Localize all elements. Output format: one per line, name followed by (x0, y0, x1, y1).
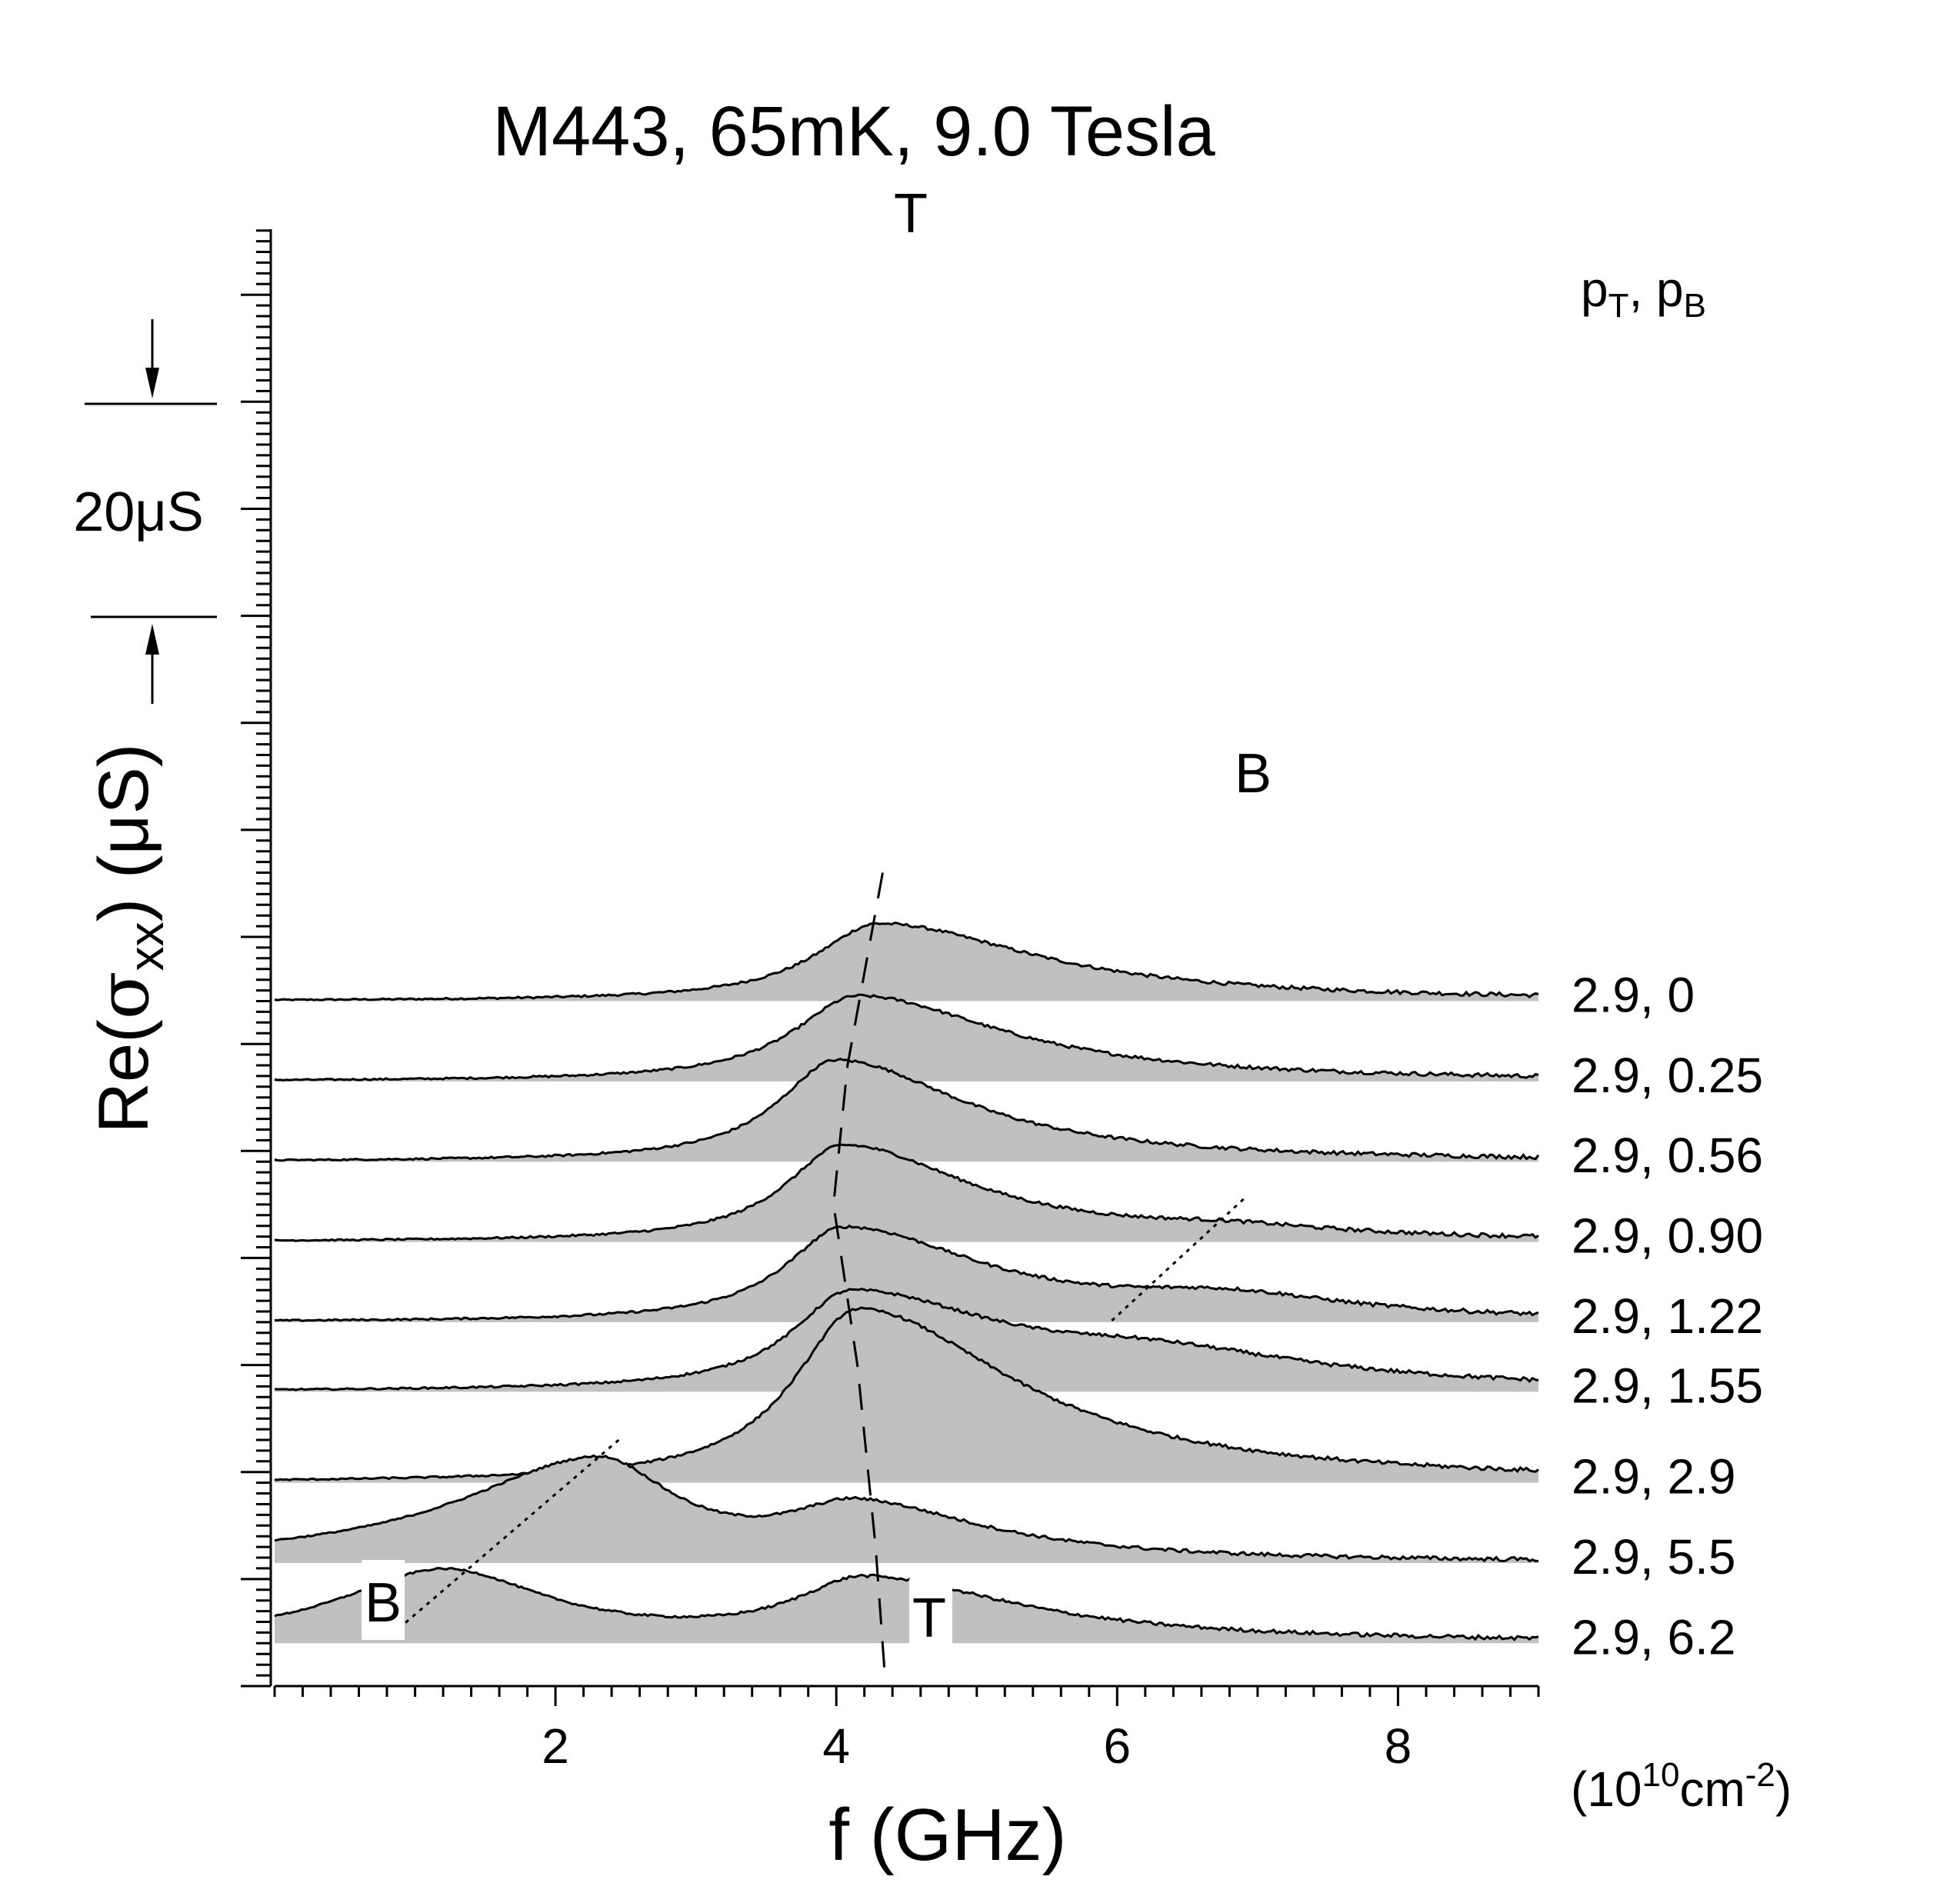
series-label: 2.9, 0.90 (1572, 1208, 1763, 1264)
arrow-down-icon (145, 368, 159, 398)
series-label: 2.9, 6.2 (1572, 1609, 1736, 1665)
density-legend-header: pT, pB (1581, 262, 1706, 325)
b-dotted-line-upper (1109, 1198, 1245, 1324)
axes (241, 229, 1540, 1706)
series-line (274, 1454, 1538, 1563)
svg-text:Re(σxx) (μS): Re(σxx) (μS) (82, 744, 174, 1134)
svg-text:(1010cm-2): (1010cm-2) (1571, 1756, 1792, 1817)
x-tick-labels: 2 4 6 8 (542, 1718, 1412, 1774)
series-label: 2.9, 2.9 (1572, 1449, 1736, 1505)
b-dotted-line-lower (393, 1438, 620, 1634)
chart-title: M443, 65mK, 9.0 Tesla (492, 92, 1215, 171)
x-tick-label: 6 (1104, 1718, 1132, 1774)
t-label-bottom: T (912, 1588, 946, 1649)
series-fill (275, 1568, 1538, 1644)
series-label: 2.9, 0 (1572, 968, 1695, 1023)
x-tick-label: 8 (1385, 1718, 1412, 1774)
density-unit-cm: cm (1679, 1761, 1745, 1817)
curves (274, 922, 1540, 1644)
density-unit: (1010cm-2) (1571, 1756, 1792, 1817)
b-label-upper: B (1235, 743, 1272, 805)
series-fill (275, 1145, 1538, 1242)
y-label-sub: xx (118, 922, 174, 971)
peak-labels: T B B T (362, 183, 1272, 1658)
legend-header-sep: , p (1628, 262, 1683, 317)
series-label: 2.9, 1.55 (1572, 1358, 1763, 1413)
density-unit-exp: 10 (1642, 1756, 1680, 1794)
density-unit-exp2: -2 (1745, 1756, 1775, 1794)
legend-header-p: p (1581, 262, 1608, 317)
x-axis-label: f (GHz) (828, 1794, 1066, 1876)
series-line (274, 1306, 1539, 1481)
series-line (274, 1143, 1539, 1242)
series-label: 2.9, 1.22 (1572, 1288, 1763, 1344)
scale-bar-label: 20μS (73, 482, 204, 543)
series-line (274, 1288, 1539, 1391)
series-fill (275, 1225, 1538, 1322)
series-fill (275, 1308, 1538, 1483)
x-tick-label: 4 (822, 1718, 850, 1774)
series-line (274, 1058, 1540, 1162)
t-label-bottom-box (909, 1578, 952, 1658)
series-line (274, 993, 1539, 1082)
y-axis-label: Re(σxx) (μS) (82, 744, 174, 1134)
y-label-suffix: ) (μS) (85, 744, 163, 922)
arrow-up-icon (145, 624, 159, 655)
legend-header-sub-b: B (1684, 287, 1706, 325)
series-fill (275, 922, 1538, 1001)
density-unit-close: ) (1775, 1761, 1792, 1817)
series-fill (275, 1058, 1538, 1162)
legend-header-sub-t: T (1608, 287, 1629, 325)
series-line (274, 922, 1539, 1001)
b-label-lower: B (365, 1572, 402, 1634)
series-line (274, 1224, 1539, 1322)
scale-bar: 20μS (73, 319, 217, 704)
series-fill (275, 1455, 1538, 1563)
guide-lines (393, 872, 1245, 1684)
series-labels: 2.9, 0 2.9, 0.25 2.9, 0.56 2.9, 0.90 2.9, 1.… (1572, 968, 1763, 1665)
b-label-lower-box (362, 1560, 405, 1640)
svg-text:pT, pB: pT, pB (1581, 262, 1706, 325)
y-label-sigma: σ (82, 971, 165, 1019)
series-line (274, 1567, 1539, 1641)
series-fill (275, 995, 1538, 1081)
t-label-top: T (894, 183, 928, 245)
series-label: 2.9, 5.5 (1572, 1529, 1736, 1585)
y-label-prefix: Re( (85, 1019, 163, 1134)
density-unit-open: (10 (1571, 1761, 1642, 1817)
x-tick-label: 2 (542, 1718, 569, 1774)
series-label: 2.9, 0.56 (1572, 1128, 1763, 1183)
series-label: 2.9, 0.25 (1572, 1048, 1763, 1103)
t-dashed-line (832, 872, 887, 1684)
